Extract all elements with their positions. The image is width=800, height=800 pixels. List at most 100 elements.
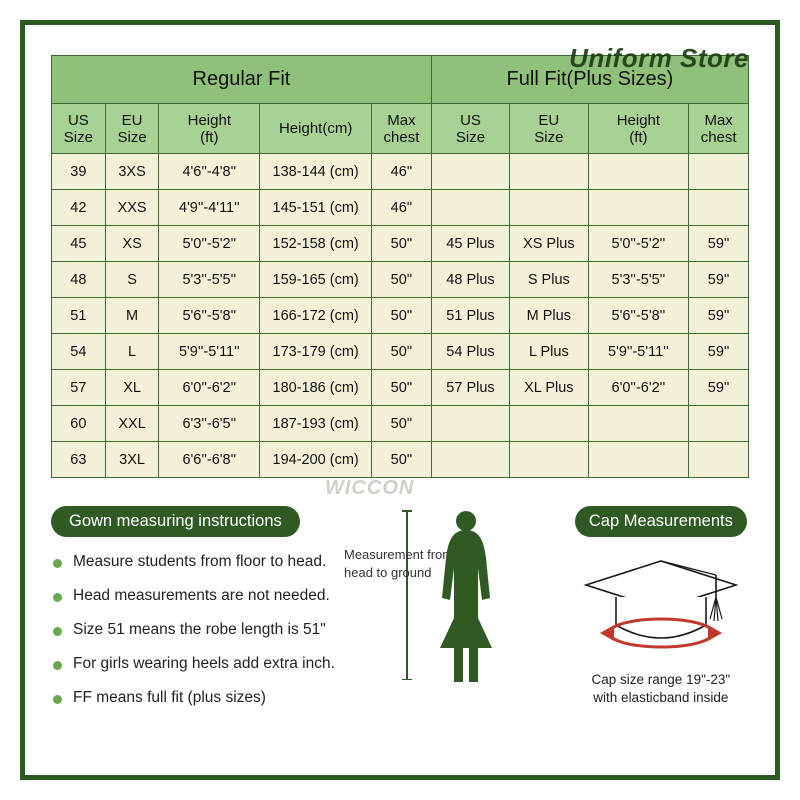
table-cell: L bbox=[105, 334, 159, 370]
table-cell bbox=[588, 154, 689, 190]
table-cell: 6'0''-6'2'' bbox=[588, 370, 689, 406]
cap-text: Cap size range 19"-23" with elasticband … bbox=[592, 671, 731, 707]
table-cell: 60 bbox=[52, 406, 106, 442]
table-cell: XS bbox=[105, 226, 159, 262]
cap-pill: Cap Measurements bbox=[575, 506, 747, 537]
watermark-top: Uniform Store bbox=[569, 43, 749, 74]
cap-column: Cap Measurements bbox=[573, 506, 749, 723]
table-cell: 152-158 (cm) bbox=[260, 226, 372, 262]
table-cell: 39 bbox=[52, 154, 106, 190]
table-cell bbox=[431, 406, 509, 442]
table-cell: 59'' bbox=[689, 262, 749, 298]
column-header: EUSize bbox=[105, 104, 159, 154]
table-row: 54L5'9''-5'11''173-179 (cm)50''54 PlusL … bbox=[52, 334, 749, 370]
column-header: Maxchest bbox=[689, 104, 749, 154]
height-bar-icon bbox=[406, 510, 408, 680]
table-cell bbox=[510, 154, 588, 190]
table-cell: 50'' bbox=[372, 262, 432, 298]
table-cell: 6'0''-6'2'' bbox=[159, 370, 260, 406]
table-cell: 48 Plus bbox=[431, 262, 509, 298]
gown-pill: Gown measuring instructions bbox=[51, 506, 300, 537]
gown-instructions-list: Measure students from floor to head.Head… bbox=[51, 553, 390, 707]
size-table: Regular FitFull Fit(Plus Sizes) USSizeEU… bbox=[51, 55, 749, 478]
graduation-cap-icon bbox=[576, 547, 746, 667]
table-cell bbox=[689, 154, 749, 190]
table-body: 393XS4'6''-4'8''138-144 (cm)46''42XXS4'9… bbox=[52, 154, 749, 478]
table-cell: 59'' bbox=[689, 370, 749, 406]
watermark-mid: WICCON bbox=[325, 477, 414, 500]
instruction-item: FF means full fit (plus sizes) bbox=[53, 689, 390, 707]
column-header: EUSize bbox=[510, 104, 588, 154]
table-row: 57XL6'0''-6'2''180-186 (cm)50''57 PlusXL… bbox=[52, 370, 749, 406]
table-cell: 6'6''-6'8'' bbox=[159, 442, 260, 478]
table-cell bbox=[431, 442, 509, 478]
table-cell: 50'' bbox=[372, 298, 432, 334]
table-cell: XS Plus bbox=[510, 226, 588, 262]
table-cell: 51 Plus bbox=[431, 298, 509, 334]
table-cell: 5'6''-5'8'' bbox=[588, 298, 689, 334]
column-header: Height(ft) bbox=[588, 104, 689, 154]
table-cell: 4'9''-4'11'' bbox=[159, 190, 260, 226]
table-cell: L Plus bbox=[510, 334, 588, 370]
table-cell: 3XL bbox=[105, 442, 159, 478]
table-cell: 48 bbox=[52, 262, 106, 298]
table-cell: 5'9''-5'11'' bbox=[588, 334, 689, 370]
table-row: 393XS4'6''-4'8''138-144 (cm)46'' bbox=[52, 154, 749, 190]
table-cell: 51 bbox=[52, 298, 106, 334]
table-cell: 50'' bbox=[372, 334, 432, 370]
table-cell: 5'6''-5'8'' bbox=[159, 298, 260, 334]
table-row: 60XXL6'3''-6'5''187-193 (cm)50'' bbox=[52, 406, 749, 442]
table-row: 48S5'3''-5'5''159-165 (cm)50''48 PlusS P… bbox=[52, 262, 749, 298]
table-cell: 54 bbox=[52, 334, 106, 370]
table-cell: XL bbox=[105, 370, 159, 406]
table-cell: XXS bbox=[105, 190, 159, 226]
table-cell bbox=[588, 190, 689, 226]
instruction-item: For girls wearing heels add extra inch. bbox=[53, 655, 390, 673]
table-cell bbox=[689, 406, 749, 442]
table-cell: 50'' bbox=[372, 370, 432, 406]
table-cell bbox=[510, 406, 588, 442]
table-cell: 50'' bbox=[372, 442, 432, 478]
table-cell bbox=[689, 442, 749, 478]
table-row: 51M5'6''-5'8''166-172 (cm)50''51 PlusM P… bbox=[52, 298, 749, 334]
column-header: Maxchest bbox=[372, 104, 432, 154]
table-cell: 63 bbox=[52, 442, 106, 478]
table-cell: 159-165 (cm) bbox=[260, 262, 372, 298]
table-cell: 54 Plus bbox=[431, 334, 509, 370]
column-header: USSize bbox=[431, 104, 509, 154]
table-header-row: USSizeEUSizeHeight(ft)Height(cm)Maxchest… bbox=[52, 104, 749, 154]
table-cell: 50'' bbox=[372, 226, 432, 262]
table-row: 42XXS4'9''-4'11''145-151 (cm)46'' bbox=[52, 190, 749, 226]
column-header: Height(ft) bbox=[159, 104, 260, 154]
table-cell: 187-193 (cm) bbox=[260, 406, 372, 442]
table-cell: 59'' bbox=[689, 298, 749, 334]
group-header: Regular Fit bbox=[52, 56, 432, 104]
table-cell bbox=[588, 406, 689, 442]
table-cell: 59'' bbox=[689, 334, 749, 370]
table-cell: 145-151 (cm) bbox=[260, 190, 372, 226]
table-cell: 45 bbox=[52, 226, 106, 262]
table-cell: 5'9''-5'11'' bbox=[159, 334, 260, 370]
table-cell: M bbox=[105, 298, 159, 334]
table-cell bbox=[689, 190, 749, 226]
table-cell: S Plus bbox=[510, 262, 588, 298]
table-cell: 5'0''-5'2'' bbox=[588, 226, 689, 262]
person-silhouette-icon bbox=[422, 508, 512, 686]
gown-column: Gown measuring instructions Measure stud… bbox=[51, 506, 390, 723]
table-cell: 138-144 (cm) bbox=[260, 154, 372, 190]
cap-line2: with elasticband inside bbox=[593, 690, 728, 705]
table-cell: 59'' bbox=[689, 226, 749, 262]
table-cell: S bbox=[105, 262, 159, 298]
table-cell: 46'' bbox=[372, 154, 432, 190]
table-cell: 5'3''-5'5'' bbox=[159, 262, 260, 298]
table-cell: 3XS bbox=[105, 154, 159, 190]
table-cell: 45 Plus bbox=[431, 226, 509, 262]
table-cell: 57 Plus bbox=[431, 370, 509, 406]
table-cell: 50'' bbox=[372, 406, 432, 442]
table-cell: 6'3''-6'5'' bbox=[159, 406, 260, 442]
table-cell: 173-179 (cm) bbox=[260, 334, 372, 370]
table-cell bbox=[588, 442, 689, 478]
table-cell: 4'6''-4'8'' bbox=[159, 154, 260, 190]
table-cell: 180-186 (cm) bbox=[260, 370, 372, 406]
table-cell bbox=[431, 190, 509, 226]
